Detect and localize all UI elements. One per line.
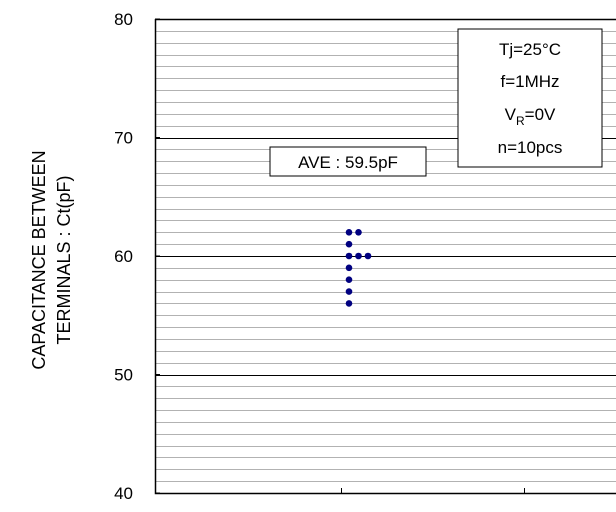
conditions-box: Tj=25°C f=1MHz VR=0V n=10pcs	[457, 28, 603, 168]
condition-n: n=10pcs	[498, 138, 563, 157]
data-point	[345, 288, 353, 295]
data-point	[345, 276, 353, 284]
y-axis-label-line1: CAPACITANCE BETWEEN	[29, 150, 49, 369]
y-tick-label: 60	[114, 247, 133, 266]
axes	[154, 18, 616, 495]
y-axis-label-line2: TERMINALS : Ct(pF)	[54, 175, 74, 344]
y-tick-label: 80	[114, 10, 133, 29]
y-tick-label: 40	[114, 484, 133, 503]
y-tick-label: 50	[114, 366, 133, 385]
data-point	[345, 300, 353, 307]
condition-f: f=1MHz	[500, 72, 559, 91]
data-point	[345, 252, 353, 260]
data-point	[364, 252, 372, 260]
data-point	[345, 240, 353, 248]
y-tick-labels: 40 50 60 70 80	[114, 10, 133, 503]
data-point	[345, 229, 353, 236]
condition-tj: Tj=25°C	[499, 40, 561, 59]
condition-vr: VR=0V	[505, 105, 556, 128]
data-point	[355, 229, 362, 236]
average-annotation: AVE : 59.5pF	[269, 146, 427, 177]
data-point	[355, 252, 362, 260]
data-points	[345, 229, 372, 307]
data-point	[345, 264, 353, 272]
average-text: AVE : 59.5pF	[298, 153, 398, 172]
y-tick-label: 70	[114, 129, 133, 148]
